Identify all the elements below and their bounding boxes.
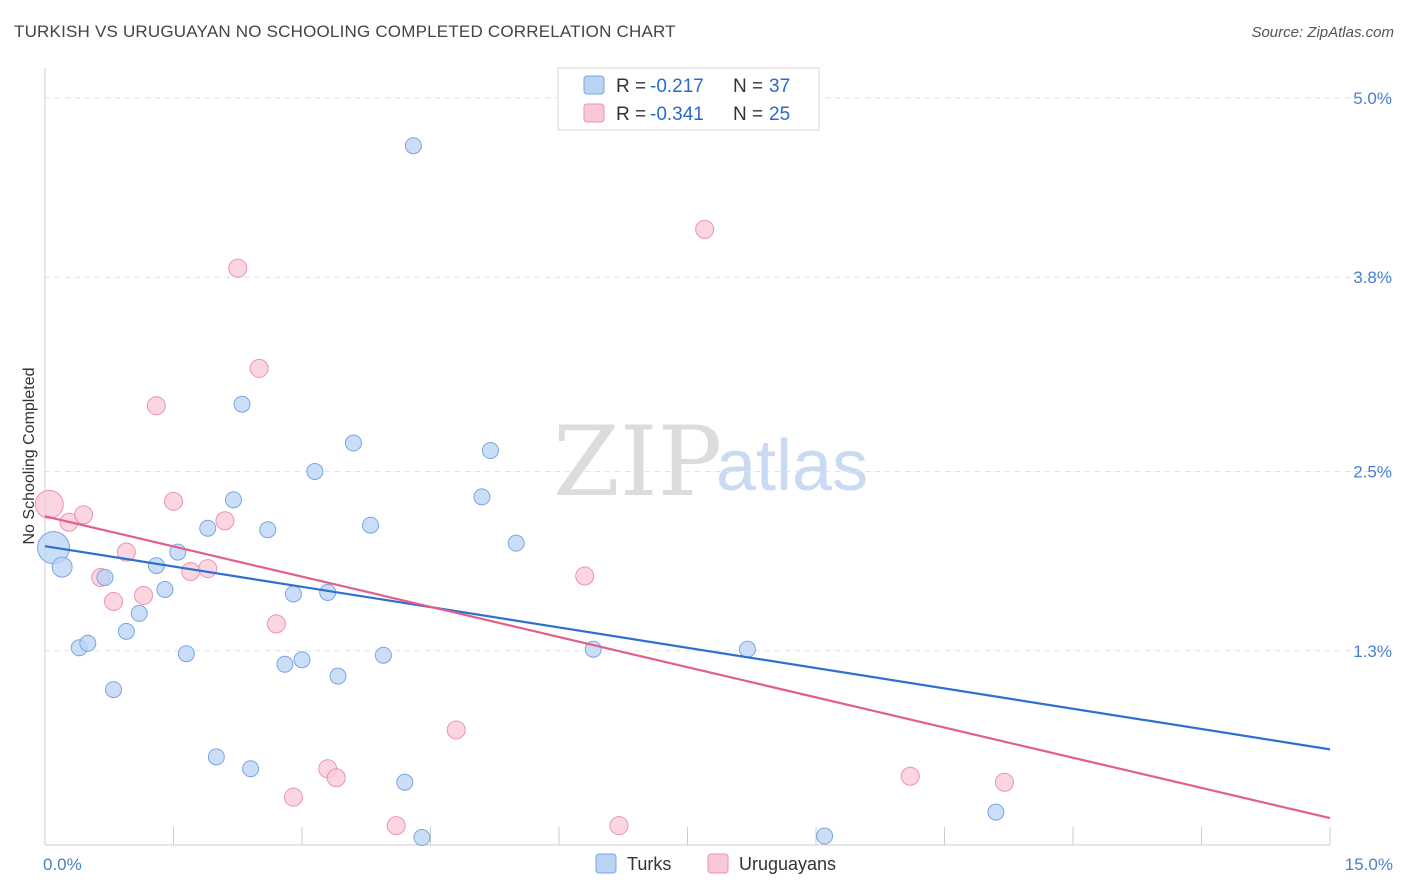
y-tick-label: 3.8%	[1353, 268, 1392, 287]
point-uruguayans	[116, 542, 136, 562]
point-turks	[207, 748, 225, 766]
bottom-legend-turks: Turks	[627, 854, 671, 874]
y-tick-label: 5.0%	[1353, 89, 1392, 108]
point-uruguayans	[146, 396, 166, 416]
point-turks	[51, 556, 73, 578]
point-uruguayans	[215, 511, 235, 531]
trend-lines	[44, 515, 1331, 820]
point-turks	[481, 442, 499, 460]
trend-line-uruguayans	[44, 515, 1331, 820]
point-uruguayans	[386, 816, 406, 836]
point-uruguayans	[609, 816, 629, 836]
point-uruguayans	[164, 491, 183, 511]
point-uruguayans	[695, 219, 715, 239]
bottom-legend: Turks Uruguayans	[595, 853, 836, 874]
point-turks	[404, 137, 422, 155]
legend-swatch-turks	[583, 75, 605, 95]
point-turks	[224, 491, 242, 509]
point-uruguayans	[34, 489, 64, 519]
point-turks	[79, 634, 97, 652]
legend-turks-r-label: R =	[616, 76, 646, 97]
legend-box: R = -0.217 N = 37 R = -0.341 N = 25	[557, 67, 820, 131]
point-uruguayans	[181, 562, 201, 582]
point-turks	[344, 434, 362, 452]
legend-turks-n-label: N =	[733, 76, 763, 97]
point-turks	[284, 585, 302, 603]
point-uruguayans	[249, 358, 269, 378]
point-turks	[473, 488, 491, 506]
point-turks	[276, 655, 294, 673]
point-turks	[233, 395, 251, 413]
point-uruguayans	[198, 559, 218, 579]
legend-swatch-uruguayans	[583, 103, 605, 123]
data-points	[34, 137, 1014, 847]
watermark-zip: ZIP	[553, 406, 722, 518]
point-uruguayans	[326, 768, 346, 788]
point-uruguayans	[134, 585, 154, 605]
bottom-legend-swatch-turks	[595, 853, 617, 874]
point-turks	[156, 580, 174, 598]
point-turks	[130, 604, 148, 622]
legend-uruguayans-n-label: N =	[733, 104, 763, 125]
x-tick-label-max: 15.0%	[1345, 855, 1393, 874]
point-uruguayans	[575, 566, 595, 586]
legend-uruguayans-r-value: -0.341	[650, 104, 704, 125]
trend-line-turks	[44, 545, 1331, 751]
point-uruguayans	[446, 720, 466, 740]
point-turks	[738, 640, 756, 658]
point-turks	[306, 462, 324, 480]
point-turks	[816, 827, 834, 845]
point-uruguayans	[994, 772, 1014, 792]
bottom-legend-uruguayans: Uruguayans	[739, 854, 836, 874]
point-uruguayans	[283, 787, 303, 807]
point-uruguayans	[900, 766, 920, 786]
point-turks	[259, 521, 277, 539]
watermark-atlas: atlas	[716, 426, 868, 506]
point-turks	[293, 651, 311, 669]
bottom-legend-swatch-uruguayans	[707, 853, 729, 874]
source-label: Source: ZipAtlas.com	[1251, 24, 1394, 41]
point-uruguayans	[104, 591, 124, 611]
legend-uruguayans-r-label: R =	[616, 104, 646, 125]
point-turks	[396, 773, 414, 791]
gridlines	[45, 97, 1392, 652]
y-axis-label: No Schooling Completed	[21, 368, 38, 545]
tick-labels: 1.3% 2.5% 3.8% 5.0% 0.0% 15.0%	[43, 89, 1393, 874]
legend-turks-r-value: -0.217	[650, 76, 704, 97]
point-turks	[413, 829, 431, 847]
point-turks	[507, 534, 525, 552]
x-tick-label-min: 0.0%	[43, 855, 82, 874]
point-turks	[105, 681, 123, 699]
point-turks	[374, 646, 392, 664]
legend-turks-n-value: 37	[769, 76, 790, 97]
point-uruguayans	[74, 505, 94, 525]
point-uruguayans	[228, 258, 248, 278]
point-turks	[987, 803, 1005, 821]
y-tick-label: 1.3%	[1353, 642, 1392, 661]
axes	[44, 68, 1331, 846]
point-turks	[362, 516, 380, 534]
y-tick-label: 2.5%	[1353, 462, 1392, 481]
point-turks	[199, 519, 217, 537]
point-turks	[329, 667, 347, 685]
point-turks	[117, 622, 135, 640]
point-uruguayans	[266, 614, 286, 634]
legend-uruguayans-n-value: 25	[769, 104, 790, 125]
chart-title: TURKISH VS URUGUAYAN NO SCHOOLING COMPLE…	[14, 22, 676, 41]
point-turks	[96, 569, 114, 587]
point-turks	[242, 760, 260, 778]
point-turks	[177, 645, 195, 663]
